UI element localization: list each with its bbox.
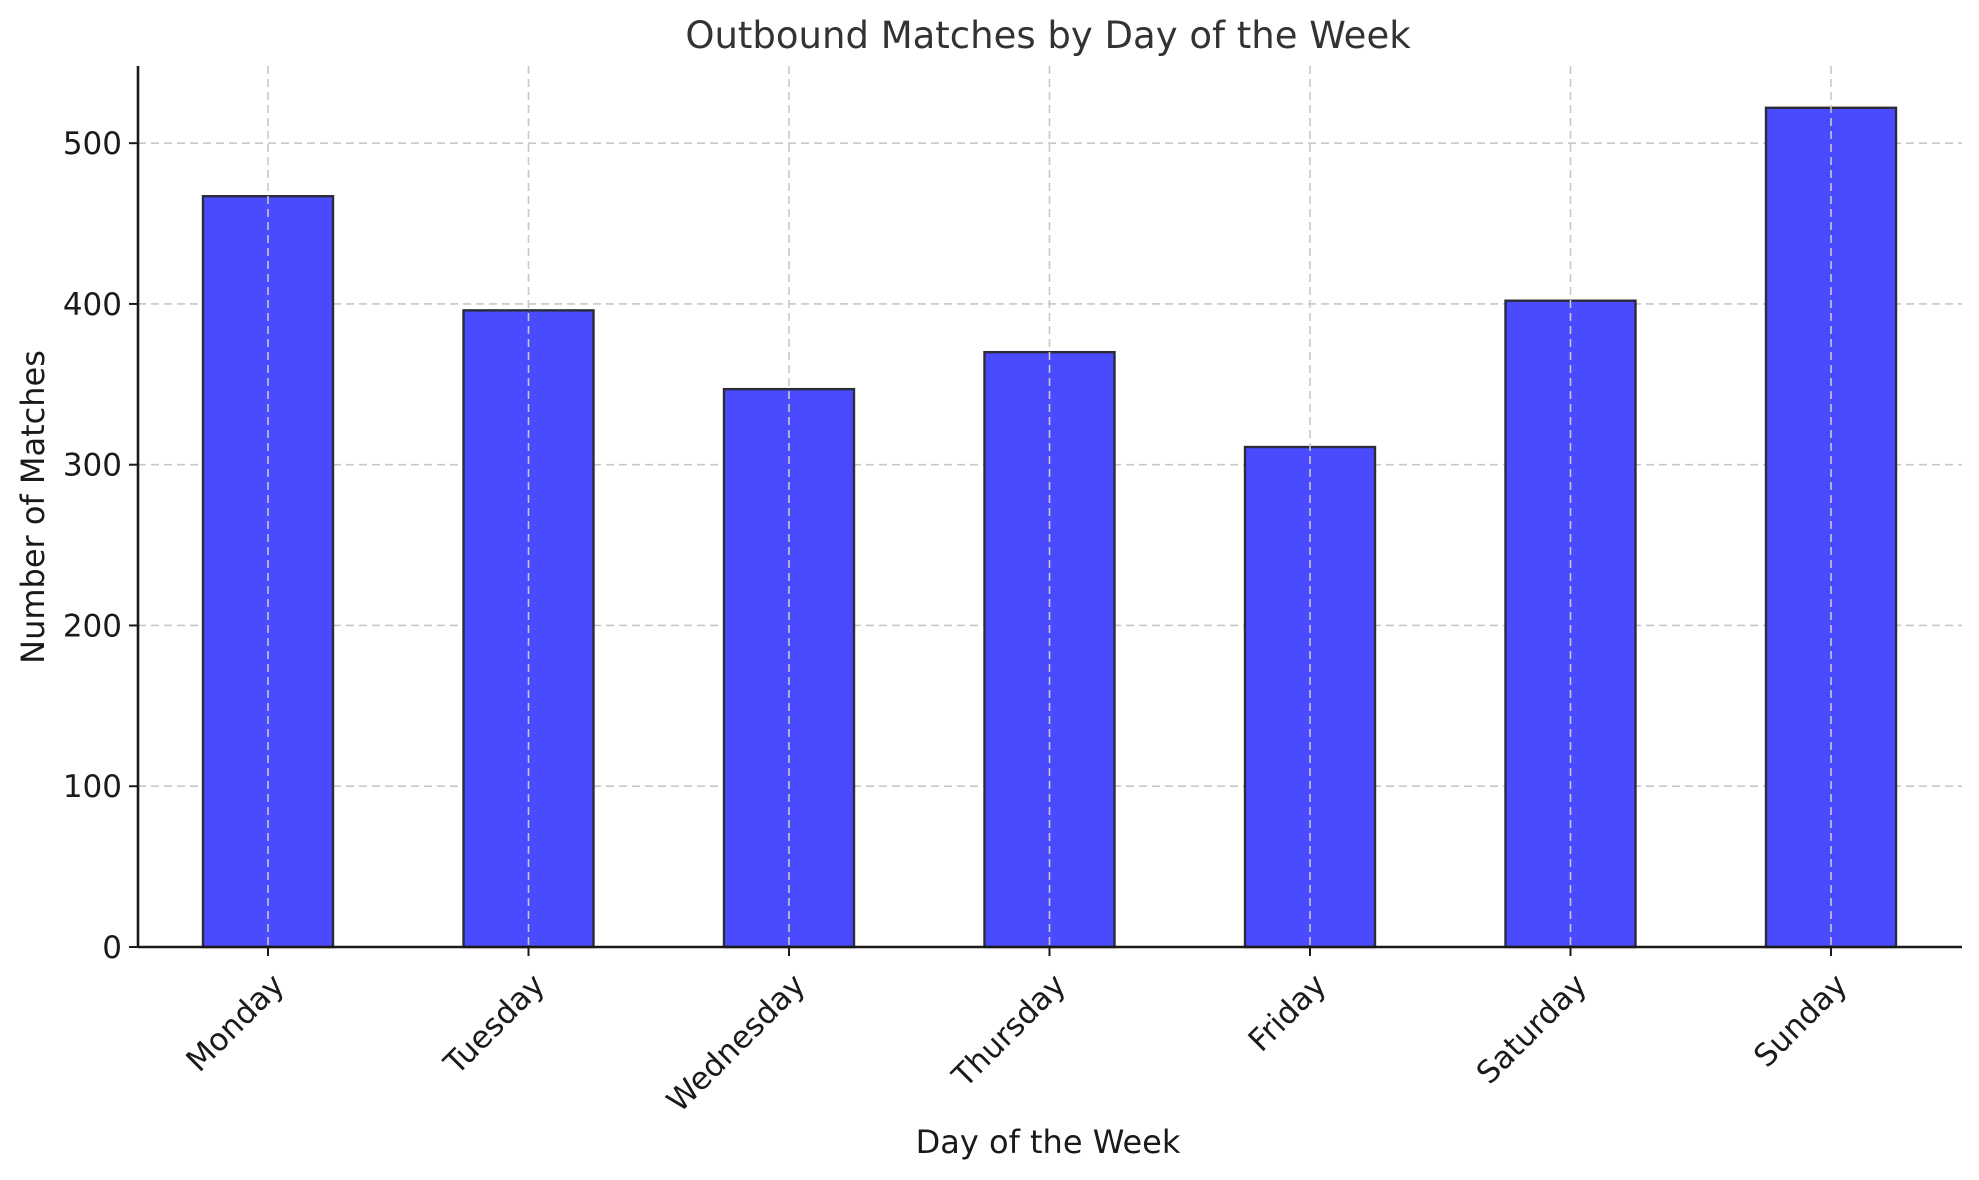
y-tick-label: 500 bbox=[63, 126, 122, 162]
y-tick-label: 0 bbox=[102, 930, 122, 966]
y-tick-label: 300 bbox=[63, 448, 122, 484]
y-ticks: 0 100 200 300 400 500 bbox=[63, 126, 138, 966]
x-tick-label: Wednesday bbox=[660, 967, 812, 1119]
y-tick-label: 100 bbox=[63, 769, 122, 805]
x-tick-label: Monday bbox=[180, 967, 292, 1079]
y-axis-label: Number of Matches bbox=[14, 350, 52, 664]
y-tick-label: 400 bbox=[63, 287, 122, 323]
bar-thursday bbox=[983, 350, 1116, 949]
x-axis-label: Day of the Week bbox=[916, 1123, 1181, 1161]
x-tick-label: Friday bbox=[1242, 967, 1334, 1059]
chart-title: Outbound Matches by Day of the Week bbox=[685, 14, 1411, 57]
y-tick-label: 200 bbox=[63, 608, 122, 644]
x-tick-label: Thursday bbox=[945, 967, 1073, 1095]
x-tick-label: Saturday bbox=[1470, 967, 1594, 1091]
x-tick-label: Sunday bbox=[1747, 967, 1854, 1074]
x-tick-label: Tuesday bbox=[437, 967, 552, 1082]
bars-layer bbox=[201, 66, 1898, 949]
x-ticks: Monday Tuesday Wednesday Thursday Friday Satu… bbox=[180, 947, 1855, 1119]
